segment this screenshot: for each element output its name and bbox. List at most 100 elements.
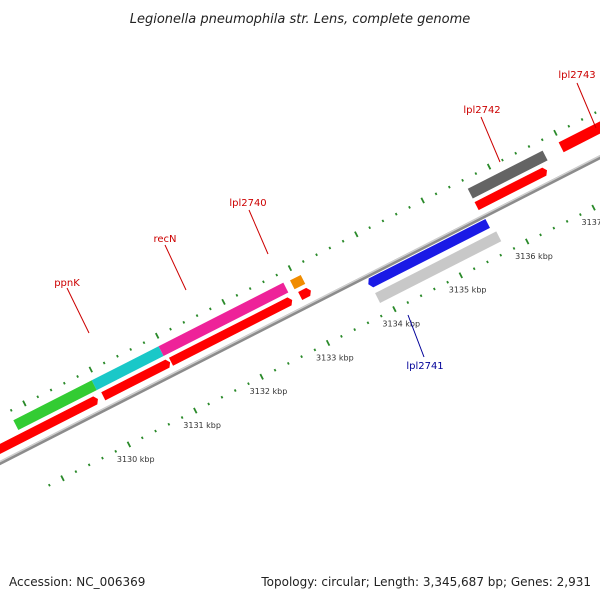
tick-mark [567,124,571,128]
gene-lpl2741-cds[interactable] [366,218,490,289]
leader-line [164,244,187,291]
gene-lpl2740[interactable] [290,274,306,290]
gene-label-lpl2742[interactable]: lpl2742 [463,105,500,116]
gene-label-lpl2743[interactable]: lpl2743 [558,70,595,81]
gene-lpl2742[interactable] [467,150,548,199]
tick-mark [501,158,504,162]
tick-mark [580,117,584,121]
tick-mark [88,366,93,373]
tick-mark [195,314,199,318]
tick-mark [341,239,345,243]
tick-mark [406,301,410,305]
tick-mark [553,129,558,136]
tick-mark [594,111,597,115]
tick-mark [9,408,13,412]
cds-arrow[interactable] [0,395,100,456]
tick-mark [461,178,464,182]
tick-mark [565,219,569,223]
gene-recn[interactable] [158,282,289,357]
tick-mark [248,287,252,291]
tick-mark [525,238,530,245]
tick-mark [180,416,184,420]
scale-tick-label: 3134 kbp [382,319,420,328]
tick-mark [36,395,40,399]
leader-line [66,287,90,334]
tick-mark [486,260,489,264]
tick-mark [514,151,518,155]
gene-lpl2741[interactable] [375,231,502,303]
gene-ppnk[interactable] [91,346,164,391]
tick-mark [49,388,53,392]
gene-lpl2743[interactable] [558,106,600,153]
gene-labels: ppnK recN lpl2740 lpl2741 lpl2742 lpl274… [54,70,597,372]
gene-label-lpl2741[interactable]: lpl2741 [406,361,443,372]
tick-mark [233,388,237,392]
scale-tick-labels: 3130 kbp 3131 kbp 3132 kbp 3133 kbp 3134 kbp… [117,218,600,464]
tick-mark [486,163,492,170]
scale-tick-label: 3137 kbp [582,218,600,227]
tick-mark [552,226,556,230]
scale-tick-label: 3130 kbp [117,455,155,464]
tick-mark [114,449,118,453]
tick-mark [420,197,425,204]
tick-mark [62,381,66,385]
leader-line [576,82,597,129]
track-group: 3130 kbp 3131 kbp 3132 kbp 3133 kbp 3134 kbp… [0,106,600,501]
cds-arrow[interactable] [168,296,294,366]
cds-arrow[interactable] [101,358,172,401]
map-title: Legionella pneumophila str. Lens, comple… [130,12,471,27]
tick-mark [142,341,146,345]
tick-mark [366,321,370,325]
tick-mark [235,293,239,297]
tick-mark [539,233,542,237]
tick-mark [446,280,449,284]
tick-mark [154,332,160,339]
tick-mark [209,307,212,311]
tick-mark [325,339,331,347]
tick-mark [474,172,478,176]
tick-mark [301,260,305,263]
gene-label-ppnk[interactable]: ppnK [54,278,80,289]
tick-mark [48,483,51,487]
tick-mark [207,402,211,406]
accession-text: Accession: NC_006369 [9,575,145,589]
tick-mark [87,463,91,467]
gene-label-lpl2740[interactable]: lpl2740 [229,198,266,209]
tick-mark [129,347,133,351]
backbone-highlight [0,115,600,499]
gene-label-recn[interactable]: recN [153,234,176,245]
tick-mark [315,253,318,257]
tick-mark [353,328,357,332]
tick-mark [262,280,265,284]
tick-mark [379,314,383,318]
tick-mark [22,400,27,407]
tick-mark [433,287,436,291]
tick-mark [340,334,343,338]
tick-mark [102,361,106,365]
tick-mark [354,231,359,238]
tick-mark [275,273,279,277]
cds-arrow[interactable] [298,287,313,300]
scale-tick-label: 3135 kbp [449,286,487,295]
scale-tick-label: 3131 kbp [183,421,221,430]
tick-mark [74,470,78,474]
scale-tick-label: 3136 kbp [515,252,553,261]
tick-mark [116,354,119,358]
tick-mark [286,361,290,365]
tick-mark [273,368,277,372]
cds-arrow[interactable] [474,166,549,211]
tick-mark [313,348,317,352]
tick-mark [368,226,372,230]
forward-genes [13,106,600,431]
upper-tick-row [9,111,597,412]
tick-mark [101,456,104,460]
gene-green[interactable] [13,380,97,431]
tick-mark [300,355,303,359]
leader-line [407,314,425,358]
tick-mark [182,320,186,324]
tick-mark [167,422,171,426]
tick-mark [394,212,398,216]
tick-mark [512,246,516,250]
tick-mark [76,375,79,378]
